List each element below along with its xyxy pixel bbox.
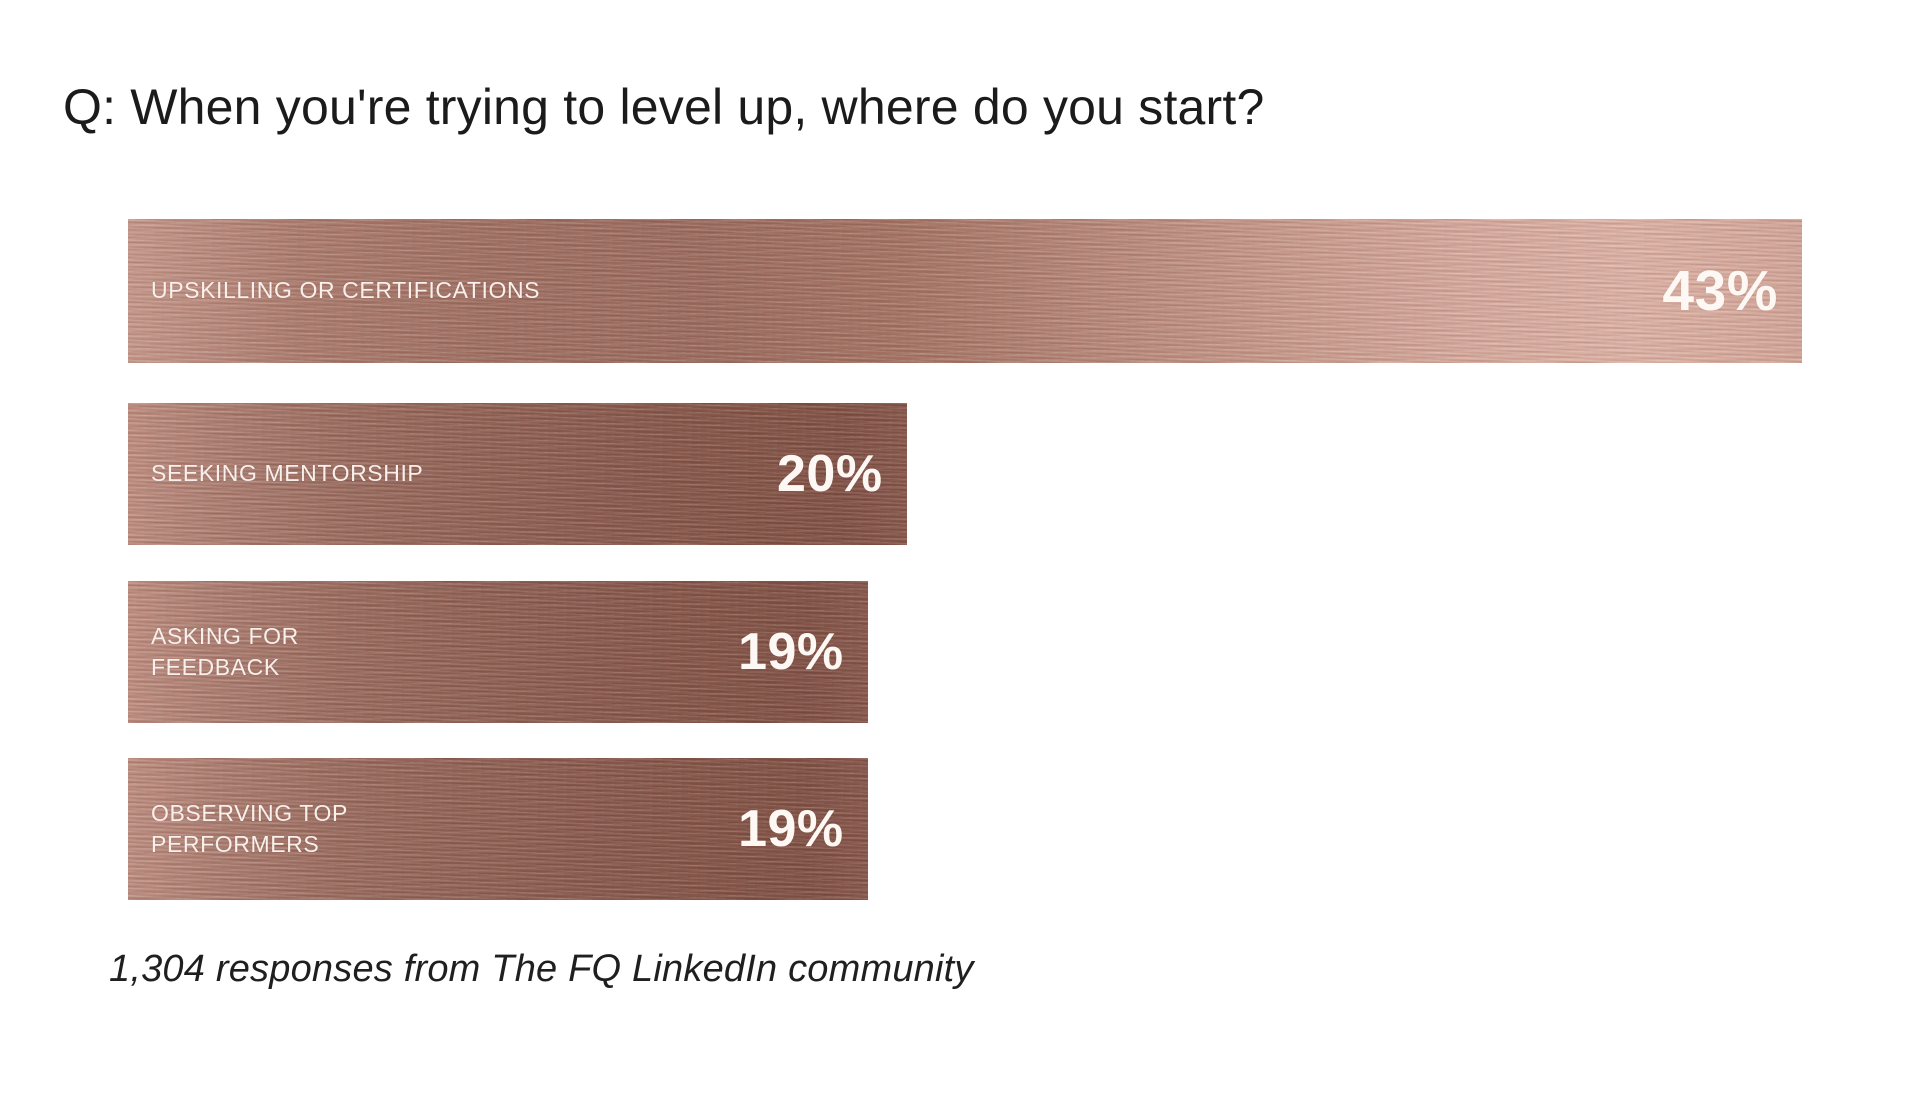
bar-chart: UPSKILLING OR CERTIFICATIONS 43% SEEKING… <box>128 0 1802 1095</box>
chart-title: Q: When you're trying to level up, where… <box>63 79 1265 135</box>
bar-value: 19% <box>738 623 844 681</box>
bar-value: 20% <box>777 445 883 503</box>
bar-value: 19% <box>738 800 844 858</box>
bar-label: UPSKILLING OR CERTIFICATIONS <box>151 277 541 304</box>
bar-label: ASKING FOR FEEDBACK <box>151 622 299 680</box>
source-note: 1,304 responses from The FQ LinkedIn com… <box>109 948 974 990</box>
bar-upskilling-or-certifications: UPSKILLING OR CERTIFICATIONS 43% <box>128 219 1802 363</box>
bar-label: SEEKING MENTORSHIP <box>151 460 424 487</box>
bar-label: OBSERVING TOP PERFORMERS <box>151 799 348 857</box>
bar-asking-for-feedback: ASKING FOR FEEDBACK 19% <box>128 581 868 723</box>
bar-observing-top-performers: OBSERVING TOP PERFORMERS 19% <box>128 758 868 900</box>
bar-value: 43% <box>1662 259 1778 323</box>
bar-seeking-mentorship: SEEKING MENTORSHIP 20% <box>128 403 907 545</box>
